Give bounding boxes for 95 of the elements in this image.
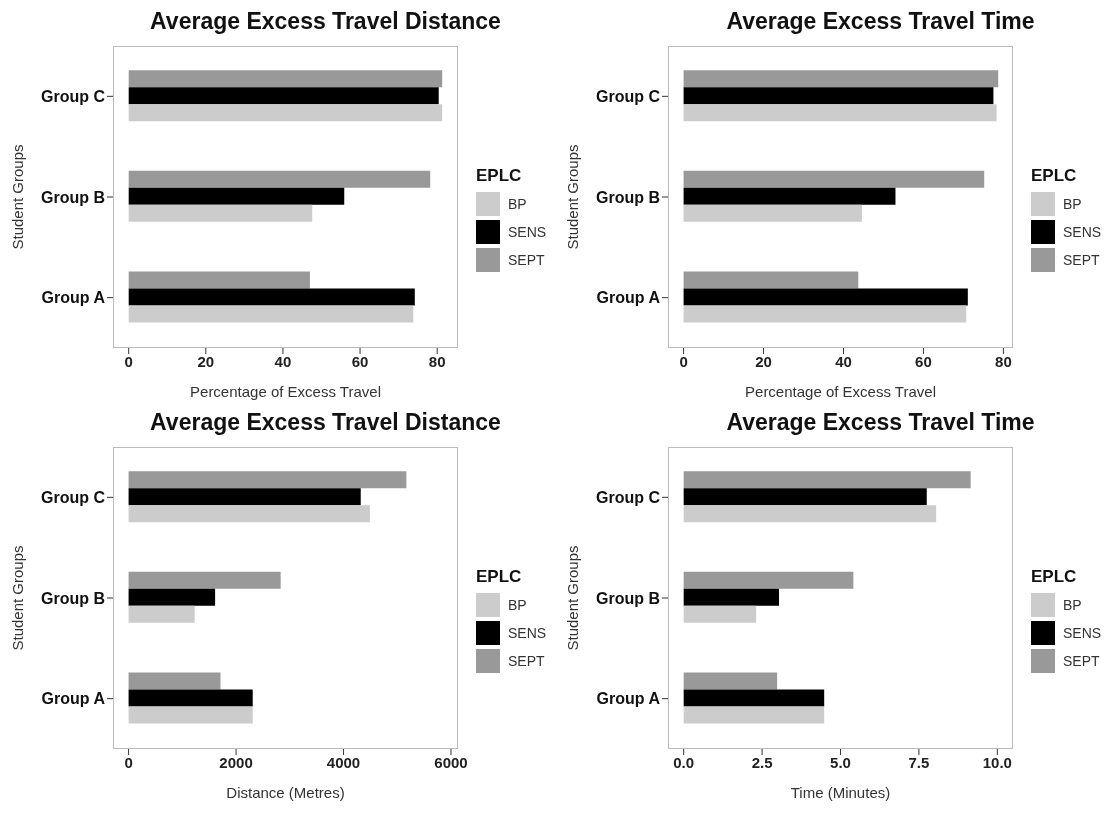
x-axis-title: Percentage of Excess Travel	[190, 383, 381, 400]
bar	[683, 706, 825, 724]
bar	[128, 505, 370, 523]
x-tick-label: 20	[197, 352, 215, 370]
x-tick-label: 2.5	[751, 753, 773, 771]
bar	[128, 571, 281, 589]
legend-label: SEPT	[508, 652, 545, 669]
bar	[683, 87, 994, 105]
bar	[128, 689, 253, 707]
legend-label: SENS	[508, 624, 547, 641]
chart-title: Average Excess Travel Distance	[149, 8, 502, 36]
x-tick-label: 2000	[219, 753, 253, 771]
y-tick-label: Group B	[596, 188, 660, 206]
bar	[128, 706, 253, 724]
bar	[683, 204, 862, 222]
x-tick-label: 40	[835, 352, 852, 370]
bar	[683, 187, 896, 205]
x-tick-label: 60	[351, 352, 369, 370]
bar	[683, 505, 937, 523]
legend-label: SENS	[1063, 223, 1102, 240]
y-axis-title: Student Groups	[564, 545, 582, 651]
legend-title: EPLC	[476, 566, 523, 587]
bar	[683, 288, 968, 306]
legend-label: BP	[508, 195, 527, 212]
bar	[128, 204, 313, 222]
bar	[128, 305, 414, 323]
legend-label: SEPT	[1063, 652, 1100, 669]
y-tick-label: Group A	[41, 289, 106, 307]
chart-title: Average Excess Travel Time	[725, 409, 1036, 437]
chart-title: Average Excess Travel Distance	[149, 409, 502, 437]
legend-label: BP	[508, 596, 527, 613]
bar	[128, 104, 443, 122]
bar	[128, 187, 345, 205]
y-tick-label: Group B	[596, 589, 660, 607]
bar	[683, 271, 859, 289]
legend-title: EPLC	[1031, 566, 1078, 587]
y-tick-label: Group C	[596, 489, 661, 507]
x-tick-label: 5.0	[830, 753, 851, 771]
bar	[683, 104, 997, 122]
bar	[128, 288, 415, 306]
y-axis-title: Student Groups	[9, 144, 27, 250]
x-axis-title: Distance (Metres)	[226, 784, 345, 801]
bar	[683, 170, 985, 188]
bar	[683, 571, 854, 589]
x-axis-title: Time (Minutes)	[790, 784, 891, 801]
legend-label: SEPT	[1063, 251, 1100, 268]
x-tick-label: 0	[679, 352, 688, 370]
x-tick-label: 80	[995, 352, 1012, 370]
y-tick-label: Group C	[596, 88, 661, 106]
y-tick-label: Group B	[41, 188, 105, 206]
legend-label: SENS	[1063, 624, 1102, 641]
x-tick-label: 7.5	[908, 753, 930, 771]
y-tick-label: Group A	[596, 690, 661, 708]
x-tick-label: 40	[274, 352, 292, 370]
x-tick-label: 10.0	[982, 753, 1012, 771]
legend-label: SENS	[508, 223, 547, 240]
bar	[683, 488, 927, 506]
bar	[128, 271, 310, 289]
y-tick-label: Group C	[41, 489, 106, 507]
legend-label: BP	[1063, 195, 1082, 212]
bar	[128, 170, 431, 188]
x-tick-label: 20	[755, 352, 772, 370]
x-tick-label: 6000	[434, 753, 468, 771]
x-tick-label: 80	[428, 352, 446, 370]
x-tick-label: 0	[124, 753, 133, 771]
bar	[128, 672, 221, 690]
legend-title: EPLC	[476, 165, 523, 186]
x-tick-label: 0.0	[673, 753, 695, 771]
x-tick-label: 0	[124, 352, 133, 370]
legend-title: EPLC	[1031, 165, 1078, 186]
bar	[683, 689, 825, 707]
y-tick-label: Group A	[596, 289, 661, 307]
y-axis-title: Student Groups	[564, 144, 582, 250]
bar	[128, 70, 443, 88]
bar	[683, 588, 780, 606]
x-axis-title: Percentage of Excess Travel	[745, 383, 936, 400]
bar	[683, 672, 778, 690]
bar	[128, 87, 439, 105]
legend-label: SEPT	[508, 251, 545, 268]
y-tick-label: Group A	[41, 690, 106, 708]
y-tick-label: Group B	[41, 589, 105, 607]
bar	[128, 471, 407, 489]
x-tick-label: 4000	[326, 753, 361, 771]
legend-label: BP	[1063, 596, 1082, 613]
bar	[683, 305, 967, 323]
bar	[128, 488, 361, 506]
y-tick-label: Group C	[41, 88, 106, 106]
chart-title: Average Excess Travel Time	[725, 8, 1036, 36]
bar	[128, 588, 216, 606]
bar	[683, 70, 999, 88]
x-tick-label: 60	[915, 352, 932, 370]
bar	[683, 605, 757, 623]
bar	[683, 471, 971, 489]
y-axis-title: Student Groups	[9, 545, 27, 651]
bar	[128, 605, 195, 623]
